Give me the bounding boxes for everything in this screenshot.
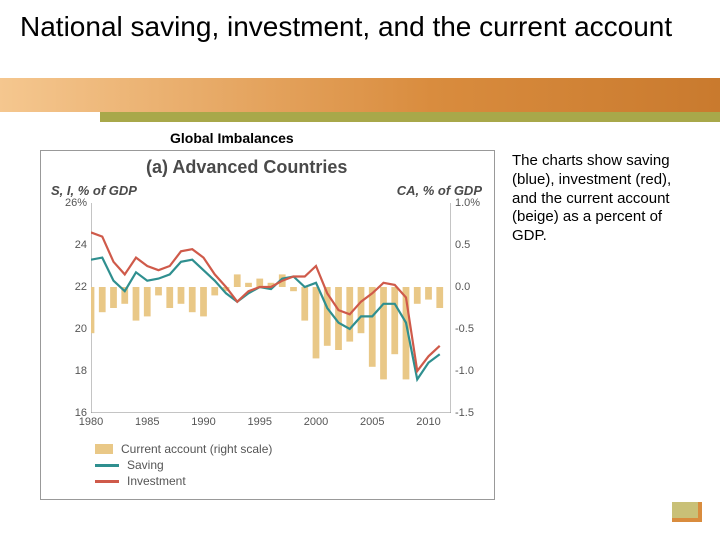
xtick: 2005 [360, 413, 384, 428]
legend-label: Saving [127, 458, 164, 472]
legend-investment: Investment [95, 473, 272, 489]
right-axis-label: CA, % of GDP [397, 183, 482, 198]
ytick-right: 0.5 [451, 239, 470, 251]
decor-band-orange [0, 78, 720, 112]
legend-label: Current account (right scale) [121, 442, 272, 456]
swatch-line-icon [95, 480, 119, 483]
left-axis-label: S, I, % of GDP [51, 183, 137, 198]
ytick-left: 18 [75, 365, 91, 377]
xtick: 1995 [248, 413, 272, 428]
legend-label: Investment [127, 474, 186, 488]
legend-current-account: Current account (right scale) [95, 441, 272, 457]
chart-box: (a) Advanced Countries S, I, % of GDP CA… [40, 150, 495, 500]
ytick-right: 1.0% [451, 197, 480, 209]
ytick-right: -1.5 [451, 407, 474, 419]
decor-band-olive [100, 112, 720, 122]
legend-saving: Saving [95, 457, 272, 473]
description-text: The charts show saving (blue), investmen… [512, 130, 700, 500]
slide-title: National saving, investment, and the cur… [20, 10, 720, 44]
chart-plot: 161820222426%-1.5-1.0-0.50.00.51.0%19801… [91, 203, 451, 413]
ytick-left-top: 26% [65, 197, 91, 209]
ytick-right: -0.5 [451, 323, 474, 335]
xtick: 1990 [191, 413, 215, 428]
ytick-left: 20 [75, 323, 91, 335]
chart-legend: Current account (right scale) Saving Inves… [95, 441, 272, 489]
swatch-line-icon [95, 464, 119, 467]
chart-column: Global Imbalances (a) Advanced Countries… [40, 130, 500, 500]
content-row: Global Imbalances (a) Advanced Countries… [40, 130, 700, 500]
chart-caption: Global Imbalances [170, 130, 500, 146]
decor-corner [672, 502, 702, 522]
chart-panel-label: (a) Advanced Countries [146, 157, 347, 178]
ytick-right: 0.0 [451, 281, 470, 293]
swatch-box-icon [95, 444, 113, 454]
ytick-left: 22 [75, 281, 91, 293]
xtick: 2010 [416, 413, 440, 428]
xtick: 2000 [304, 413, 328, 428]
ytick-left: 24 [75, 239, 91, 251]
ytick-right: -1.0 [451, 365, 474, 377]
xtick: 1980 [79, 413, 103, 428]
slide-title-area: National saving, investment, and the cur… [0, 0, 720, 44]
xtick: 1985 [135, 413, 159, 428]
